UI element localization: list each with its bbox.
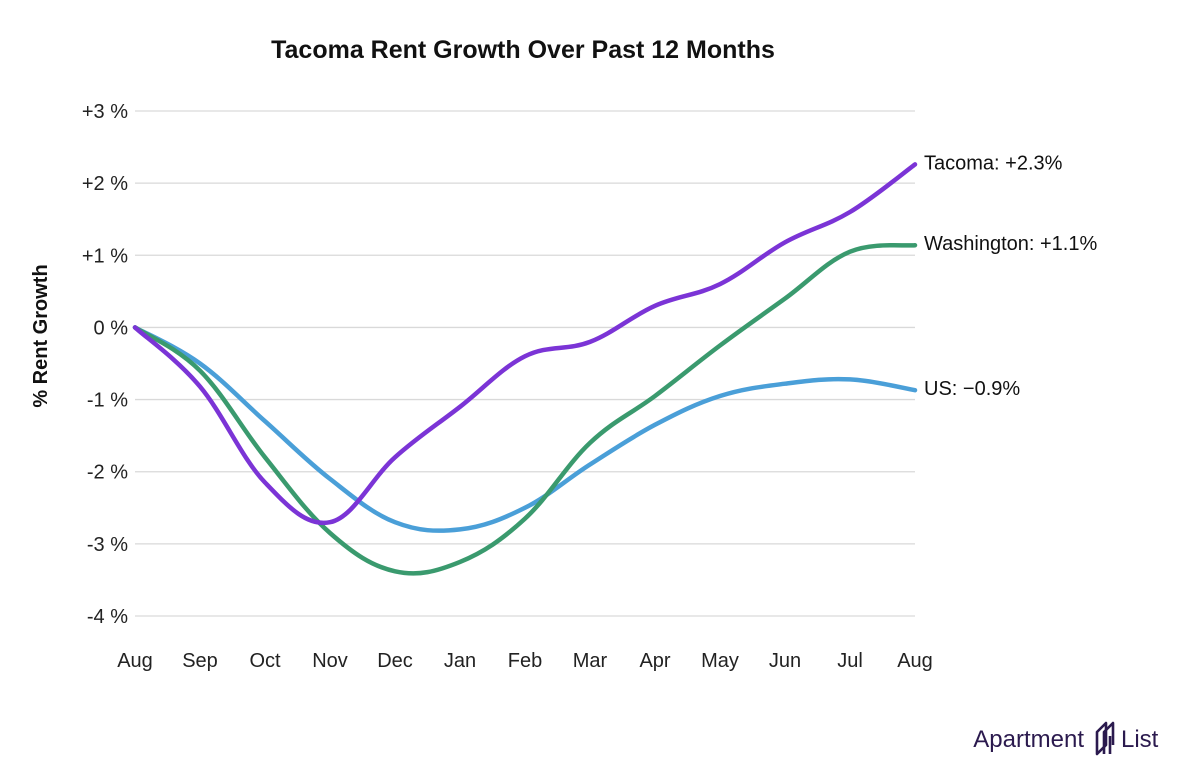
y-tick-label: -1 %	[87, 390, 128, 412]
series-end-label-tacoma: Tacoma: +2.3%	[924, 152, 1063, 174]
x-tick-label: Feb	[508, 650, 542, 672]
series-line-washington	[132, 242, 918, 576]
y-tick-label: +2 %	[82, 173, 128, 195]
y-tick-label: 0 %	[94, 317, 129, 339]
grid-lines	[135, 110, 915, 617]
x-tick-label: Mar	[573, 650, 608, 672]
y-axis-ticks: +3 % +2 % +1 % 0 % -1 % -2 % -3 % -4 %	[82, 101, 128, 628]
x-tick-label: Jun	[769, 650, 801, 672]
x-tick-label: Sep	[182, 650, 218, 672]
series-end-labels: US: −0.9% Washington: +1.1% Tacoma: +2.3%	[924, 152, 1097, 400]
logo-text-apartment: Apartment	[973, 726, 1084, 753]
series-line-us	[132, 325, 918, 533]
y-tick-label: -4 %	[87, 606, 128, 628]
apartment-list-logo: Apartment List	[973, 721, 1159, 756]
series-end-label-washington: Washington: +1.1%	[924, 233, 1097, 255]
y-tick-label: +3 %	[82, 101, 128, 123]
x-tick-label: Oct	[249, 650, 281, 672]
chart-title: Tacoma Rent Growth Over Past 12 Months	[271, 36, 775, 64]
series-lines	[132, 162, 918, 576]
series-end-label-us: US: −0.9%	[924, 378, 1020, 400]
x-axis-ticks: Aug Sep Oct Nov Dec Jan Feb Mar Apr May Jun Jul Aug	[117, 650, 933, 672]
y-tick-label: -2 %	[87, 462, 128, 484]
x-tick-label: Aug	[897, 650, 933, 672]
x-tick-label: Dec	[377, 650, 413, 672]
x-tick-label: May	[701, 650, 739, 672]
building-logo-icon	[1095, 721, 1115, 756]
series-line-tacoma	[132, 162, 918, 526]
x-tick-label: Jan	[444, 650, 476, 672]
y-tick-label: +1 %	[82, 245, 128, 267]
y-tick-label: -3 %	[87, 534, 128, 556]
logo-text-list: List	[1121, 726, 1159, 753]
x-tick-label: Jul	[837, 650, 863, 672]
x-tick-label: Nov	[312, 650, 348, 672]
x-tick-label: Aug	[117, 650, 153, 672]
x-tick-label: Apr	[639, 650, 670, 672]
y-axis-label: % Rent Growth	[30, 264, 52, 407]
